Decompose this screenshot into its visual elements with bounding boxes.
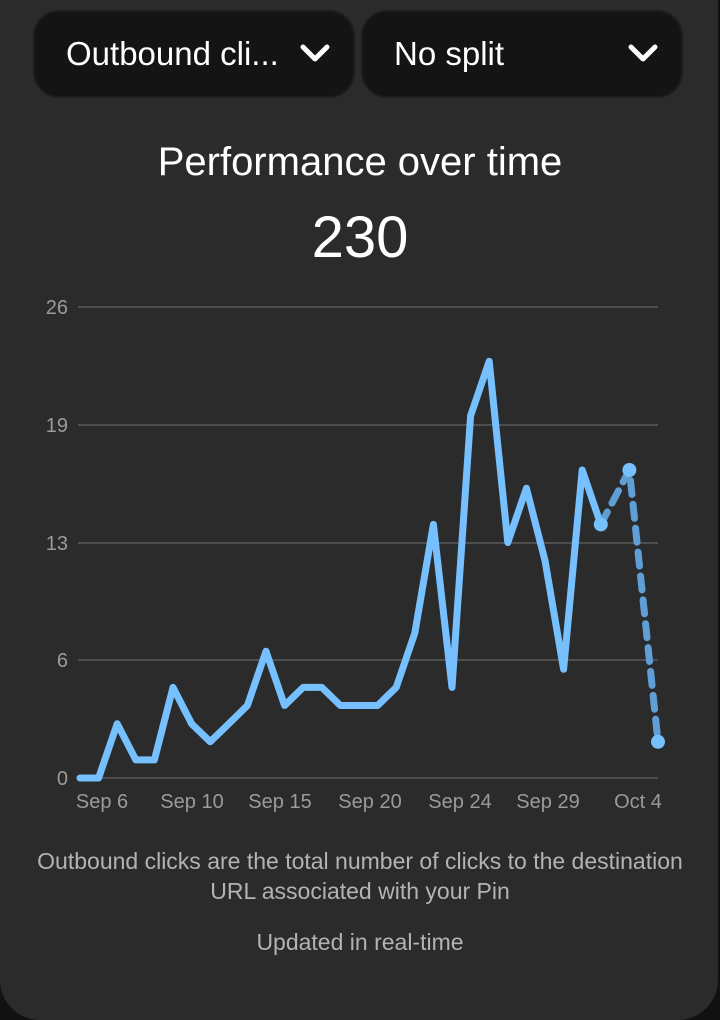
series-line <box>76 357 605 782</box>
projected-line <box>597 466 662 746</box>
data-point <box>622 463 637 477</box>
performance-line-chart: 0 6 13 19 26 Sep 6 Sep 10 Sep 15 Sep 20 Sep 24 Sep… <box>46 297 665 813</box>
chevron-down-icon <box>628 44 658 62</box>
x-tick-label: Sep 20 <box>338 791 401 813</box>
total-value: 230 <box>311 205 409 270</box>
metric-description: Outbound clicks are the total number of … <box>37 848 683 904</box>
x-tick-label: Oct 4 <box>614 791 662 813</box>
split-dropdown-label: No split <box>394 35 505 72</box>
data-point <box>651 734 665 749</box>
y-tick-label: 13 <box>46 533 68 555</box>
split-dropdown[interactable]: No split <box>361 10 683 98</box>
data-point <box>593 517 608 532</box>
x-tick-label: Sep 24 <box>428 791 491 813</box>
x-tick-label: Sep 29 <box>516 791 579 813</box>
chart-title: Performance over time <box>157 140 563 184</box>
updated-note: Updated in real-time <box>256 929 464 955</box>
y-tick-label: 0 <box>57 768 68 790</box>
y-tick-label: 19 <box>46 415 68 437</box>
metric-dropdown-label: Outbound cli... <box>66 35 279 72</box>
x-tick-label: Sep 10 <box>160 791 223 813</box>
x-tick-label: Sep 6 <box>76 791 128 813</box>
y-tick-label: 26 <box>46 297 68 319</box>
metric-dropdown[interactable]: Outbound cli... <box>33 10 355 98</box>
chevron-down-icon <box>300 44 330 62</box>
y-tick-label: 6 <box>57 650 68 672</box>
x-tick-label: Sep 15 <box>248 791 311 813</box>
